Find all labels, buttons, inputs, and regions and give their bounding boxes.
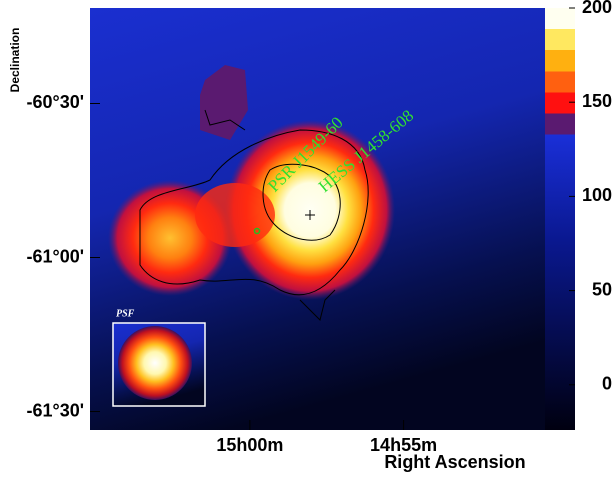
y-axis-label: Declination bbox=[8, 28, 22, 93]
y-tick-label: -61°00' bbox=[26, 246, 84, 266]
chart: PSF PSR J1549-60 HESS J1458-608 Right As… bbox=[0, 0, 615, 477]
y-tick-label: -60°30' bbox=[26, 92, 84, 112]
inset-label: PSF bbox=[116, 308, 135, 319]
colorbar-tick-label: 200 bbox=[582, 0, 612, 17]
colorbar bbox=[545, 8, 575, 430]
colorbar-tick-label: 0 bbox=[602, 374, 612, 394]
x-tick-label: 15h00m bbox=[216, 435, 283, 455]
psf-inset bbox=[113, 323, 205, 406]
colorbar-tick-label: 100 bbox=[582, 185, 612, 205]
colorbar-tick-label: 50 bbox=[592, 279, 612, 299]
y-tick-label: -61°30' bbox=[26, 400, 84, 420]
x-axis-label: Right Ascension bbox=[384, 452, 525, 472]
colorbar-tick-label: 150 bbox=[582, 91, 612, 111]
x-tick-label: 14h55m bbox=[370, 435, 437, 455]
